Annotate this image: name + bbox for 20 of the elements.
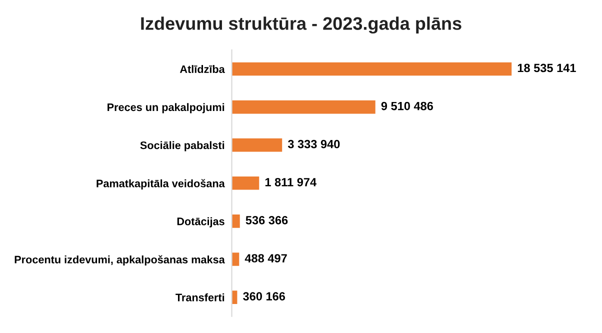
data-label: 9 510 486	[381, 102, 434, 110]
y-tick-label: Atlīdzība	[180, 65, 225, 74]
bar	[232, 138, 282, 152]
data-label: 3 333 940	[288, 140, 340, 148]
y-tick-label: Procentu izdevumi, apkalpošanas maksa	[14, 255, 225, 266]
chart-title: Izdevumu struktūra - 2023.gada plāns	[141, 16, 462, 34]
y-tick-label: Sociālie pabalsti	[140, 141, 224, 152]
data-label: 1 811 974	[265, 178, 316, 186]
y-tick-label: Pamatkapitāla veidošana	[96, 179, 225, 190]
data-label: 488 497	[244, 254, 287, 262]
y-tick-label: Preces un pakalpojumi	[108, 103, 224, 114]
data-label: 536 366	[246, 216, 288, 224]
y-tick-label: Transferti	[176, 293, 224, 302]
bar	[232, 62, 512, 76]
y-tick-label: Dotācijas	[177, 217, 224, 228]
bar	[232, 176, 260, 190]
bar	[232, 214, 240, 228]
data-label: 360 166	[243, 292, 286, 301]
data-label: 18 535 141	[518, 64, 576, 72]
bar	[232, 100, 376, 114]
